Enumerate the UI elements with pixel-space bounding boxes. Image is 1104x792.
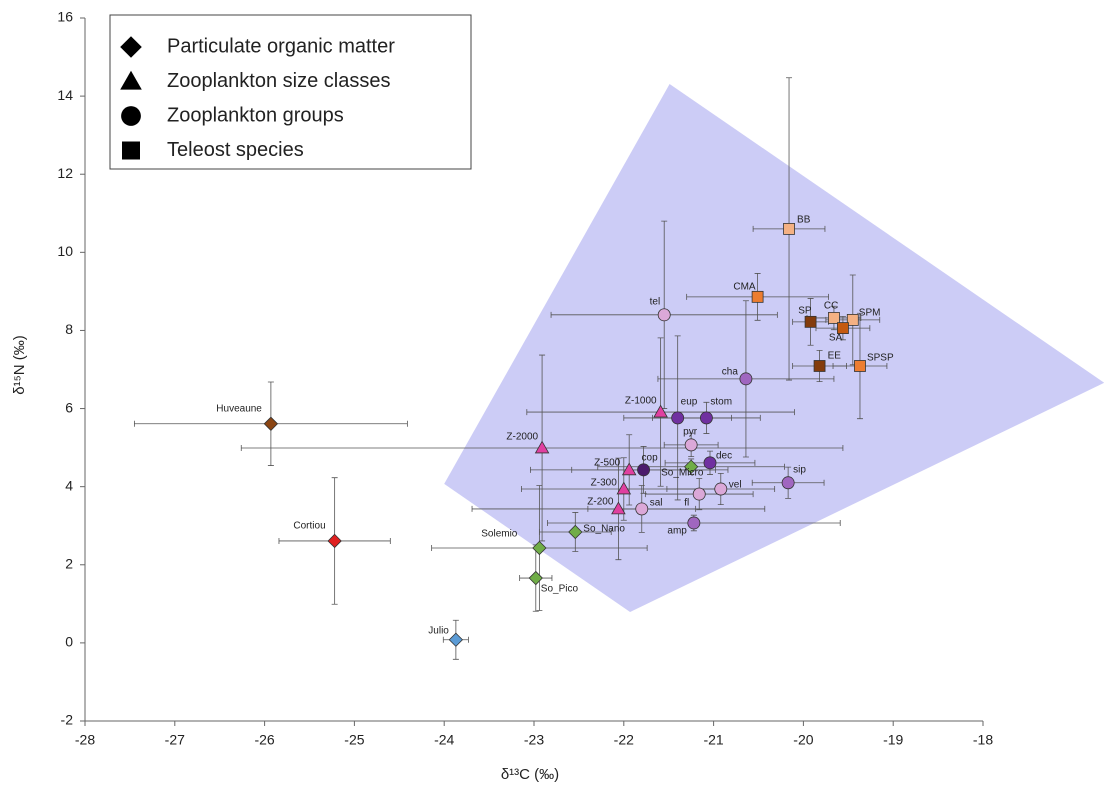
x-tick-label: -19 [883, 732, 903, 748]
point-label: Z-200 [587, 497, 614, 508]
legend-marker [120, 70, 142, 90]
point [683, 459, 699, 474]
point [616, 481, 632, 495]
point [621, 462, 637, 476]
x-tick-label: -25 [344, 732, 364, 748]
point-label: SPM [859, 308, 881, 319]
point-label: tel [650, 296, 661, 307]
region [444, 84, 1104, 613]
x-tick-label: -22 [614, 732, 634, 748]
point [568, 524, 583, 540]
point [671, 411, 685, 425]
point-label: fl [684, 498, 689, 509]
point [687, 516, 701, 530]
point-label: Z-300 [591, 478, 618, 489]
point-label: CC [824, 301, 838, 312]
point [534, 440, 550, 454]
point-label: amp [667, 526, 687, 537]
point [635, 502, 649, 516]
point [854, 360, 866, 372]
plot-area [80, 17, 1104, 726]
legend-label: Zooplankton size classes [167, 70, 390, 92]
point-label: dec [716, 450, 732, 461]
y-tick-label: -2 [61, 712, 74, 728]
x-tick-label: -27 [165, 732, 185, 748]
y-tick-label: 0 [65, 634, 73, 650]
y-axis-label: δ¹⁵N (‰) [11, 335, 28, 395]
x-tick-label: -18 [973, 732, 993, 748]
x-axis-label: δ¹³C (‰) [501, 766, 559, 783]
legend-marker [120, 36, 142, 58]
point [703, 456, 717, 470]
point-label: stom [710, 397, 732, 408]
point-label: SP [798, 305, 812, 316]
point [637, 463, 651, 477]
point [751, 290, 764, 303]
point [532, 540, 547, 556]
point [653, 404, 668, 418]
legend-marker [121, 106, 141, 126]
point [657, 308, 671, 322]
point-label: cha [722, 367, 739, 378]
point-label: So_Nano [583, 524, 625, 535]
point-label: vel [729, 480, 742, 491]
point-label: Solemio [481, 529, 518, 540]
point [684, 438, 698, 452]
x-tick-label: -21 [703, 732, 723, 748]
point [783, 222, 795, 235]
point [448, 632, 464, 647]
point-label: Huveaune [216, 403, 262, 414]
point-label: Z-500 [594, 458, 621, 469]
point-label: pyr [683, 427, 698, 438]
point [692, 487, 706, 501]
point [739, 372, 753, 386]
point [611, 501, 626, 515]
point-label: CMA [733, 281, 756, 292]
point [714, 482, 728, 496]
point [781, 476, 795, 490]
point-label: BB [797, 215, 811, 226]
y-tick-label: 16 [57, 9, 73, 25]
point-label: Z-2000 [506, 432, 538, 443]
point [528, 570, 543, 586]
point-label: So_Pico [541, 584, 579, 595]
point [828, 312, 840, 324]
point-label: eup [681, 397, 698, 408]
point-label: SA [829, 333, 843, 344]
y-tick-label: 4 [65, 477, 73, 493]
point [813, 360, 826, 372]
y-tick-label: 8 [65, 321, 73, 337]
point-label: cop [642, 453, 659, 464]
legend-marker [122, 141, 140, 160]
point-label: SPSP [867, 353, 894, 364]
point [327, 533, 342, 549]
point [837, 322, 849, 335]
y-tick-label: 14 [57, 87, 73, 103]
point-label: EE [828, 351, 842, 362]
point-label: sal [650, 498, 663, 509]
legend-label: Particulate organic matter [167, 35, 395, 57]
x-tick-label: -24 [434, 732, 454, 748]
legend-label: Zooplankton groups [167, 104, 344, 126]
point-label: sip [793, 464, 806, 475]
point [699, 411, 713, 425]
x-tick-label: -26 [254, 732, 274, 748]
point [846, 313, 859, 326]
point-label: Cortiou [293, 521, 325, 532]
y-tick-label: 10 [57, 243, 73, 259]
point [804, 315, 817, 328]
point-label: So_Micro [661, 467, 704, 478]
y-tick-label: 12 [57, 165, 73, 181]
legend-label: Teleost species [167, 139, 304, 161]
x-tick-label: -28 [75, 732, 95, 748]
point [263, 416, 279, 431]
point-label: Julio [428, 625, 449, 636]
x-tick-label: -20 [793, 732, 813, 748]
y-tick-label: 6 [65, 399, 73, 415]
x-tick-label: -23 [524, 732, 544, 748]
legend-box [109, 14, 472, 170]
point-label: Z-1000 [625, 396, 657, 407]
y-tick-label: 2 [65, 555, 73, 571]
